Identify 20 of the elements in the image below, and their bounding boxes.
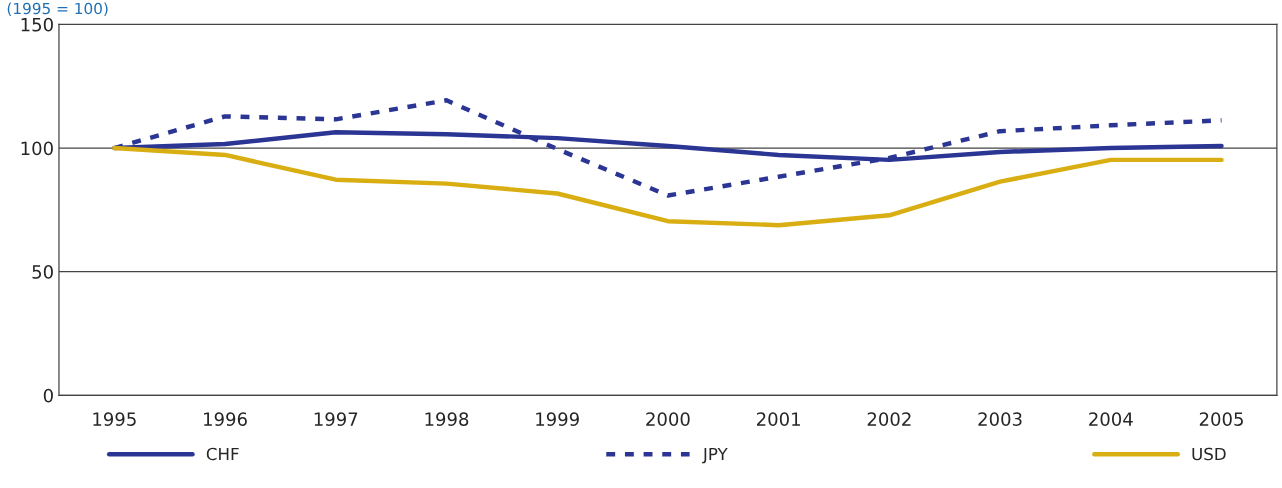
y-tick-label: 100 bbox=[21, 141, 53, 156]
x-tick-label: 1999 bbox=[536, 412, 579, 426]
legend-label: JPY bbox=[702, 447, 728, 464]
y-tick-label: 50 bbox=[32, 265, 53, 279]
y-tick-label: 0 bbox=[43, 388, 53, 403]
x-tick-label: 2005 bbox=[1199, 412, 1243, 426]
x-tick-label: 2004 bbox=[1089, 412, 1133, 426]
x-tick-label: 2001 bbox=[756, 412, 800, 426]
x-tick-label: 2002 bbox=[867, 412, 911, 426]
x-tick-label: 1997 bbox=[314, 412, 358, 426]
legend-label: USD bbox=[1192, 447, 1226, 461]
y-tick-label: 150 bbox=[21, 17, 53, 32]
y-axis-title: (1995 = 100) bbox=[7, 2, 108, 17]
legend-label: CHF bbox=[206, 447, 239, 461]
x-tick-label: 2000 bbox=[646, 412, 690, 426]
x-tick-label: 2003 bbox=[978, 412, 1022, 426]
x-tick-label: 1998 bbox=[425, 412, 469, 426]
x-tick-label: 1995 bbox=[93, 412, 136, 426]
line-series bbox=[112, 145, 1224, 228]
x-tick-label: 1996 bbox=[204, 412, 247, 426]
